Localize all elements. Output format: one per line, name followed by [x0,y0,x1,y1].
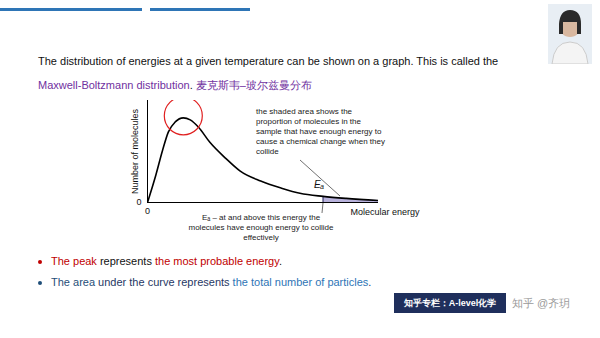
html-text:The distribution of energies a: The distribution of energies at a given … [38,55,499,67]
html-text:The area under the curve repre: The area under the curve represents the … [51,276,372,288]
html-text:Eₐ – at and above this energy: Eₐ – at and above this energy the molecu… [188,213,334,242]
svg-text:Molecular energy: Molecular energy [351,207,421,217]
html-text:Maxwell-Boltzmann distribution: Maxwell-Boltzmann distribution.麦克斯韦–玻尔兹曼… [38,79,312,91]
html-text:The peak represents the most p: The peak represents the most probable en… [51,255,282,267]
html-text:知乎专栏：A-level化学: 知乎专栏：A-level化学 [403,298,497,308]
html-text:the shaded area shows the prop: the shaded area shows the proportion of … [256,107,385,156]
html-text:知乎 @齐玥: 知乎 @齐玥 [512,297,571,309]
svg-text:0: 0 [136,197,141,207]
svg-text:Eₐ: Eₐ [314,179,325,190]
svg-text:0: 0 [145,206,150,216]
svg-text:Number of molecules: Number of molecules [130,108,140,194]
